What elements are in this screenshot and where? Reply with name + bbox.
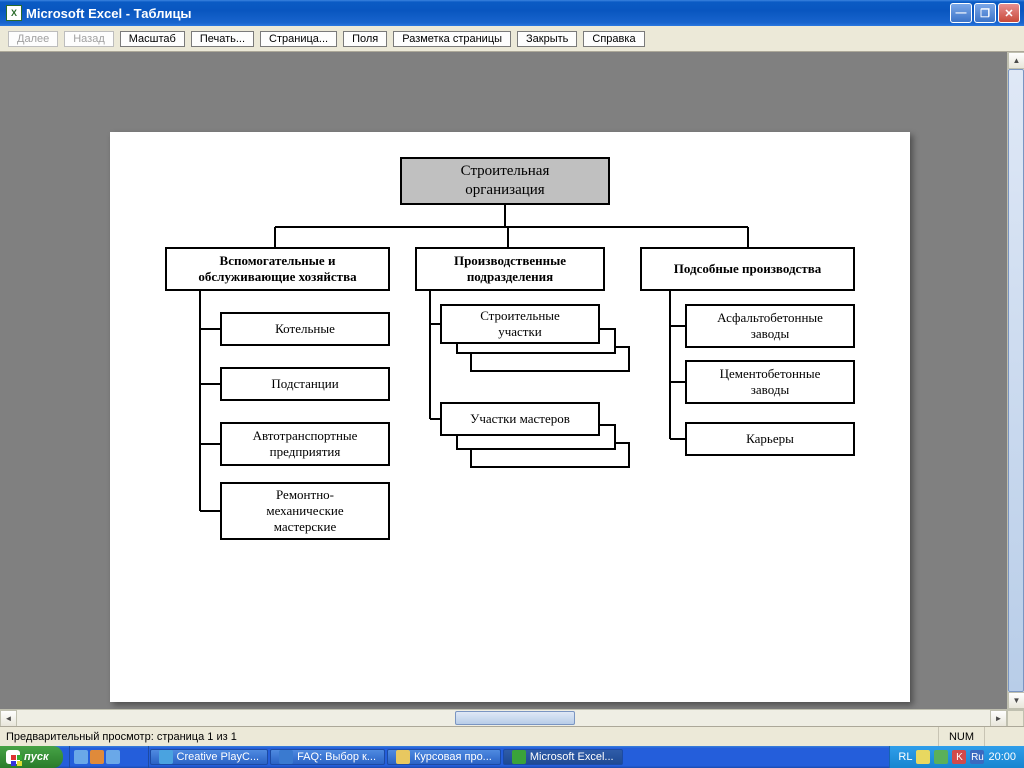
tray-clock: 20:00 [988, 751, 1016, 763]
quick-launch-icon[interactable] [74, 750, 88, 764]
horizontal-scrollbar[interactable]: ◄ ► [0, 709, 1024, 726]
toolbar-button-8[interactable]: Справка [583, 31, 644, 47]
org-node: Карьеры [685, 422, 855, 456]
org-node: Подстанции [220, 367, 390, 401]
window-title: Microsoft Excel - Таблицы [26, 6, 192, 21]
toolbar-button-5[interactable]: Поля [343, 31, 387, 47]
start-label: пуск [24, 751, 49, 763]
taskbar-item[interactable]: Курсовая про... [387, 749, 501, 765]
tray-icon[interactable] [916, 750, 930, 764]
org-node: Автотранспортныепредприятия [220, 422, 390, 466]
org-node: Асфальтобетонныезаводы [685, 304, 855, 348]
toolbar-button-6[interactable]: Разметка страницы [393, 31, 511, 47]
tray-lang-icon[interactable]: Ru [970, 750, 984, 764]
taskbar-item[interactable]: FAQ: Выбор к... [270, 749, 385, 765]
toolbar-button-2[interactable]: Масштаб [120, 31, 185, 47]
windows-logo-icon [6, 750, 20, 764]
status-text: Предварительный просмотр: страница 1 из … [6, 731, 237, 743]
org-node: Производственныеподразделения [415, 247, 605, 291]
page-preview: СтроительнаяорганизацияВспомогательные и… [110, 132, 910, 702]
toolbar-button-7[interactable]: Закрыть [517, 31, 577, 47]
minimize-button[interactable]: — [950, 3, 972, 23]
org-chart: СтроительнаяорганизацияВспомогательные и… [110, 132, 910, 702]
org-node: Строительнаяорганизация [400, 157, 610, 205]
statusbar: Предварительный просмотр: страница 1 из … [0, 726, 1024, 746]
taskbar-item-icon [279, 750, 293, 764]
toolbar-button-4[interactable]: Страница... [260, 31, 337, 47]
titlebar: X Microsoft Excel - Таблицы — ❐ ✕ [0, 0, 1024, 26]
tray-kaspersky-icon[interactable]: K [952, 750, 966, 764]
toolbar-button-0: Далее [8, 31, 58, 47]
tray-lang1[interactable]: RL [898, 751, 912, 763]
vertical-scrollbar[interactable]: ▲ ▼ [1007, 52, 1024, 709]
print-preview-toolbar: Далее Назад Масштаб Печать... Страница... Пол… [0, 26, 1024, 52]
status-empty [984, 727, 1024, 746]
org-node: Участки мастеров [440, 402, 600, 436]
maximize-button[interactable]: ❐ [974, 3, 996, 23]
org-node: Строительныеучастки [440, 304, 600, 344]
taskbar-item-label: Курсовая про... [414, 751, 492, 763]
quick-launch-icon[interactable] [90, 750, 104, 764]
taskbar-item-icon [512, 750, 526, 764]
scroll-up-button[interactable]: ▲ [1008, 52, 1024, 69]
close-button[interactable]: ✕ [998, 3, 1020, 23]
taskbar-item[interactable]: Microsoft Excel... [503, 749, 623, 765]
taskbar-item-icon [396, 750, 410, 764]
taskbar-item-icon [159, 750, 173, 764]
tray-icon[interactable] [934, 750, 948, 764]
taskbar-item-label: Creative PlayC... [177, 751, 260, 763]
taskbar: пуск Creative PlayC... FAQ: Выбор к... Кур… [0, 746, 1024, 768]
org-node: Цементобетонныезаводы [685, 360, 855, 404]
taskbar-item-label: FAQ: Выбор к... [297, 751, 376, 763]
quick-launch-icon[interactable] [106, 750, 120, 764]
workspace: СтроительнаяорганизацияВспомогательные и… [0, 52, 1024, 726]
scroll-down-button[interactable]: ▼ [1008, 692, 1024, 709]
status-num: NUM [938, 727, 984, 746]
scroll-right-button[interactable]: ► [990, 710, 1007, 727]
taskbar-item-label: Microsoft Excel... [530, 751, 614, 763]
scrollbar-corner [1007, 710, 1024, 727]
toolbar-button-3[interactable]: Печать... [191, 31, 254, 47]
start-button[interactable]: пуск [0, 746, 63, 768]
excel-icon: X [6, 5, 22, 21]
taskbar-item[interactable]: Creative PlayC... [150, 749, 269, 765]
system-tray: RL K Ru 20:00 [889, 746, 1024, 768]
toolbar-button-1: Назад [64, 31, 114, 47]
org-node: Котельные [220, 312, 390, 346]
org-node: Ремонтно-механическиемастерские [220, 482, 390, 540]
scroll-left-button[interactable]: ◄ [0, 710, 17, 727]
quick-launch [69, 746, 149, 768]
org-node: Подсобные производства [640, 247, 855, 291]
org-node: Вспомогательные иобслуживающие хозяйства [165, 247, 390, 291]
